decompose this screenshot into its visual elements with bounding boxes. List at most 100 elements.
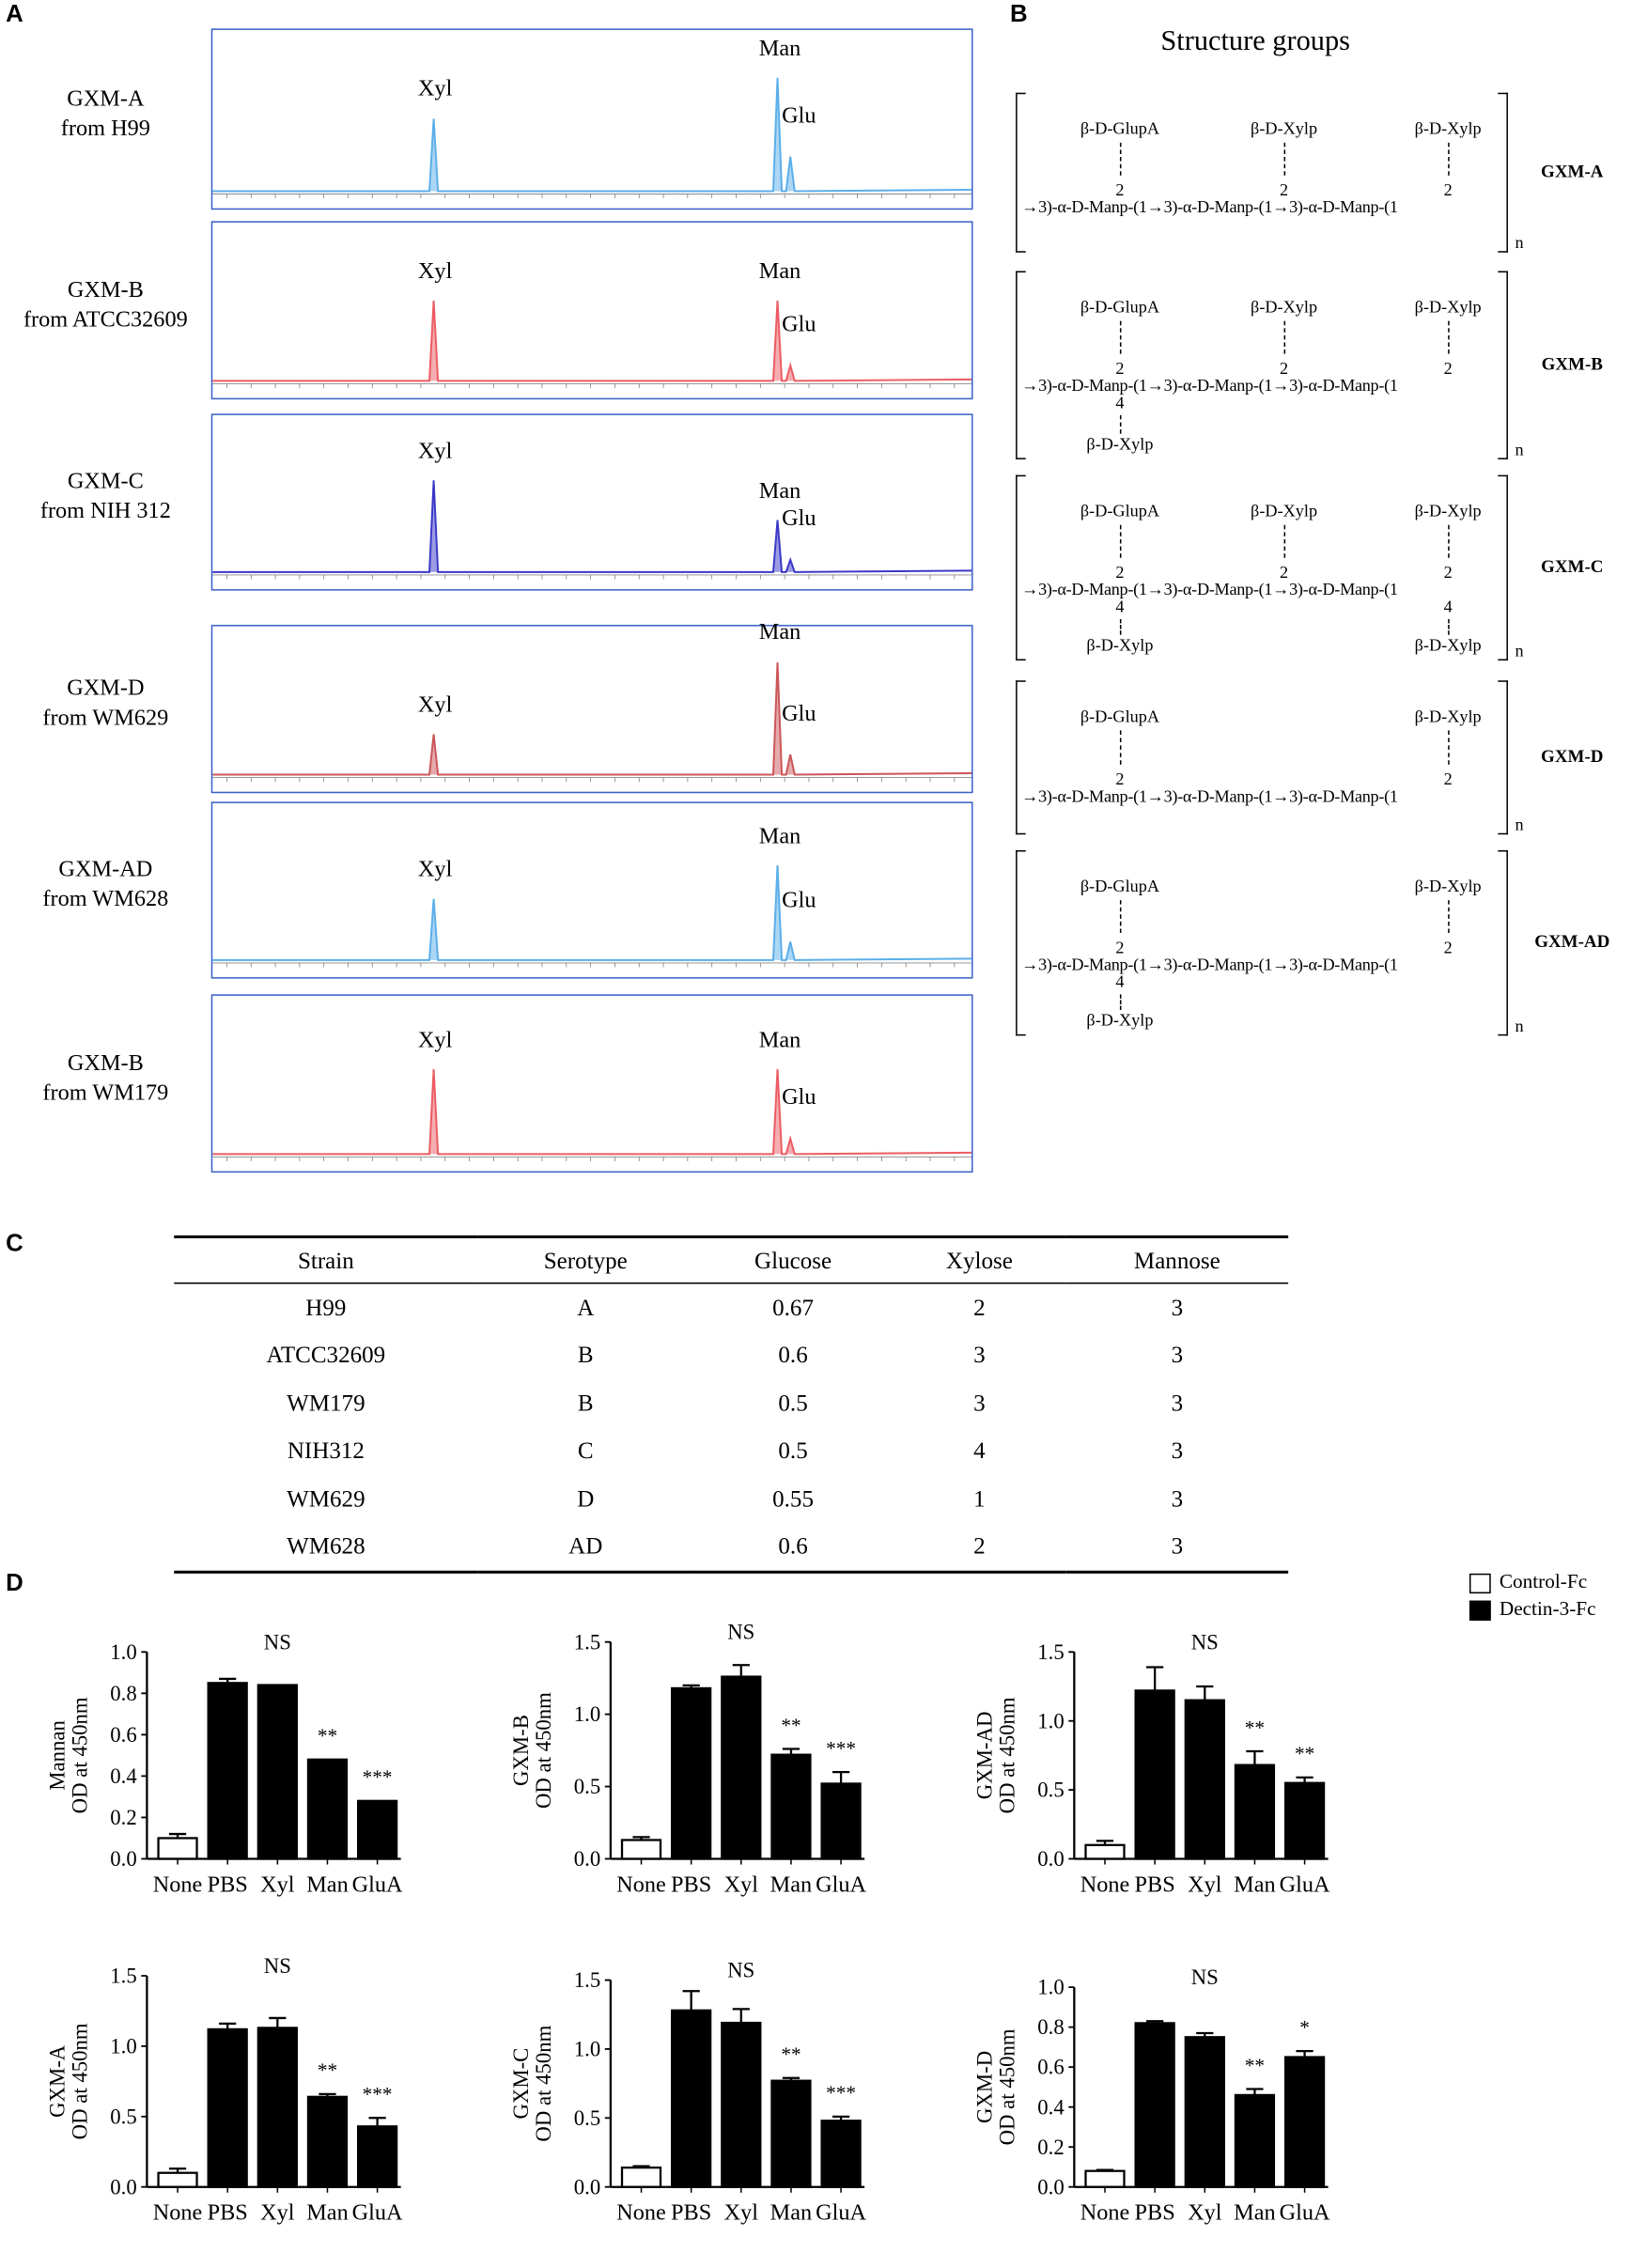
bar-glua: [1283, 1781, 1326, 1860]
y-tick-label: 0.6: [110, 1723, 136, 1747]
table-cell: 3: [1171, 1484, 1184, 1513]
legend-label-control: Control-Fc: [1499, 1572, 1588, 1594]
panel-label-a: A: [6, 0, 23, 27]
sample-label: GXM-D from WM629: [6, 674, 206, 734]
bar-glua: [1283, 2056, 1326, 2188]
backbone-chain: →3)-α-D-Manp-(1→3)-α-D-Manp-(1→3)-α-D-Ma…: [1021, 954, 1398, 975]
group-name: GXM-D: [1541, 746, 1604, 767]
legend-control: Control-Fc: [1469, 1572, 1596, 1594]
bar-glua: [356, 2125, 398, 2188]
x-tick-label: GluA: [816, 1872, 866, 1897]
y-tick-label: 0.0: [574, 2175, 600, 2198]
table-cell: 3: [1171, 1389, 1184, 1417]
table-cell: 3: [1171, 1341, 1184, 1369]
peak: [429, 118, 439, 192]
bar-xyl: [256, 1684, 298, 1860]
bar-pbs: [671, 2009, 712, 2188]
linkage-position-4: 4: [1115, 392, 1125, 412]
y-axis-label-units: OD at 450nm: [69, 2023, 92, 2139]
bar-man: [306, 2095, 349, 2188]
y-tick-label: 1.0: [110, 2034, 136, 2058]
arrow-down-icon: [1448, 524, 1450, 558]
y-tick-label: 0.0: [574, 1847, 600, 1871]
peak-label-glu: Glu: [782, 889, 816, 913]
chromatogram-trace: [212, 865, 972, 968]
arrow-down-icon: [1283, 524, 1286, 558]
chromatogram-trace: [212, 662, 972, 783]
bar-man: [770, 1753, 812, 1860]
trace-line: [212, 1069, 972, 1156]
panel-label-b: B: [1010, 0, 1028, 27]
structure-groups-title: Structure groups: [1160, 25, 1350, 57]
y-axis-label: GXM-AD: [972, 1712, 996, 1800]
structure-group: n β-D-GlupA 2 β-D-Xylp 2 β-D-Xylp 2 →3)-α-D-Man…: [1016, 271, 1524, 459]
linkage-position-2: 2: [1115, 179, 1125, 200]
x-tick-label: None: [153, 1872, 203, 1897]
sample-source: from H99: [60, 116, 150, 141]
y-tick-label: 1.0: [574, 1702, 600, 1726]
linkage-position-4: 4: [1115, 596, 1125, 616]
y-axis-label: GXM-A: [45, 2044, 69, 2118]
bar-chart: 0.0 0.5 1.0 1.5 GXM-AD OD at 450nm None PBS Xyl N…: [972, 1630, 1330, 1897]
x-tick-label: None: [153, 2200, 203, 2226]
y-tick-label: 0.5: [1037, 1779, 1064, 1802]
chromatogram: [210, 221, 973, 400]
significance-label: NS: [727, 1621, 754, 1644]
y-tick-label: 0.0: [110, 1847, 136, 1871]
significance-label: ***: [363, 1766, 393, 1789]
y-tick-label: 0.0: [1037, 1847, 1064, 1871]
peak: [772, 662, 783, 775]
trace-line: [212, 865, 972, 961]
group-name: GXM-C: [1541, 556, 1604, 577]
bar-chart: 0.0 0.5 1.0 1.5 GXM-A OD at 450nm None PBS Xyl NS…: [45, 1954, 403, 2226]
branch-top: β-D-GlupA: [1080, 118, 1160, 139]
bar-none: [157, 2171, 198, 2188]
branch-top: β-D-Xylp: [1414, 876, 1482, 896]
chromatogram-trace: [212, 77, 972, 199]
bracket-right: [1498, 474, 1508, 661]
peak-label-xyl: Xyl: [417, 1028, 453, 1052]
peak-label-xyl: Xyl: [417, 439, 453, 464]
trace-line: [212, 300, 972, 382]
arrow-down-icon: [1448, 320, 1450, 354]
bracket-left: [1016, 92, 1026, 253]
chromatogram: [210, 413, 973, 591]
x-tick-label: None: [616, 1872, 666, 1897]
arrow-down-icon: [1119, 730, 1122, 765]
bar-pbs: [1134, 2022, 1175, 2188]
peak-label-glu: Glu: [782, 506, 816, 532]
x-tick-label: Man: [306, 2200, 349, 2226]
table-cell: 0.5: [778, 1389, 808, 1417]
table-cell: 0.55: [772, 1484, 814, 1513]
x-tick-label: Xyl: [260, 1872, 295, 1897]
linkage-position-2: 2: [1115, 562, 1125, 583]
table-row: H99 A 0.67 2 3: [174, 1283, 1288, 1332]
significance-label: **: [1245, 1717, 1265, 1739]
linkage-position-2: 2: [1115, 358, 1125, 379]
table-cell: D: [577, 1484, 595, 1513]
trace-line: [212, 480, 972, 573]
significance-label: NS: [1191, 1630, 1219, 1654]
y-tick-label: 0.4: [1037, 2095, 1065, 2119]
sample-label: GXM-A from H99: [6, 84, 206, 144]
peak: [785, 754, 795, 775]
linkage-position-4: 4: [1115, 971, 1125, 992]
significance-label: NS: [1191, 1965, 1219, 1989]
significance-label: **: [1245, 2054, 1265, 2076]
table-row: WM628 AD 0.6 2 3: [174, 1522, 1289, 1574]
x-tick-label: Man: [770, 1872, 813, 1897]
table-cell: 3: [1171, 1293, 1184, 1321]
bar-xyl: [256, 2027, 298, 2188]
table-row: ATCC32609 B 0.6 3 3: [174, 1331, 1288, 1379]
peak: [772, 865, 783, 960]
sample-label: GXM-B from ATCC32609: [6, 274, 206, 334]
chromatogram-trace: [212, 1069, 972, 1161]
bracket-right: [1498, 92, 1508, 253]
peak-label-glu: Glu: [782, 1085, 816, 1111]
y-tick-label: 0.2: [1037, 2136, 1064, 2159]
y-tick-label: 0.5: [574, 2106, 600, 2130]
y-axis-label-units: OD at 450nm: [532, 2025, 555, 2141]
bar-glua: [356, 1799, 398, 1860]
y-axis-label: Mannan: [45, 1719, 69, 1790]
significance-label: NS: [727, 1959, 754, 1982]
